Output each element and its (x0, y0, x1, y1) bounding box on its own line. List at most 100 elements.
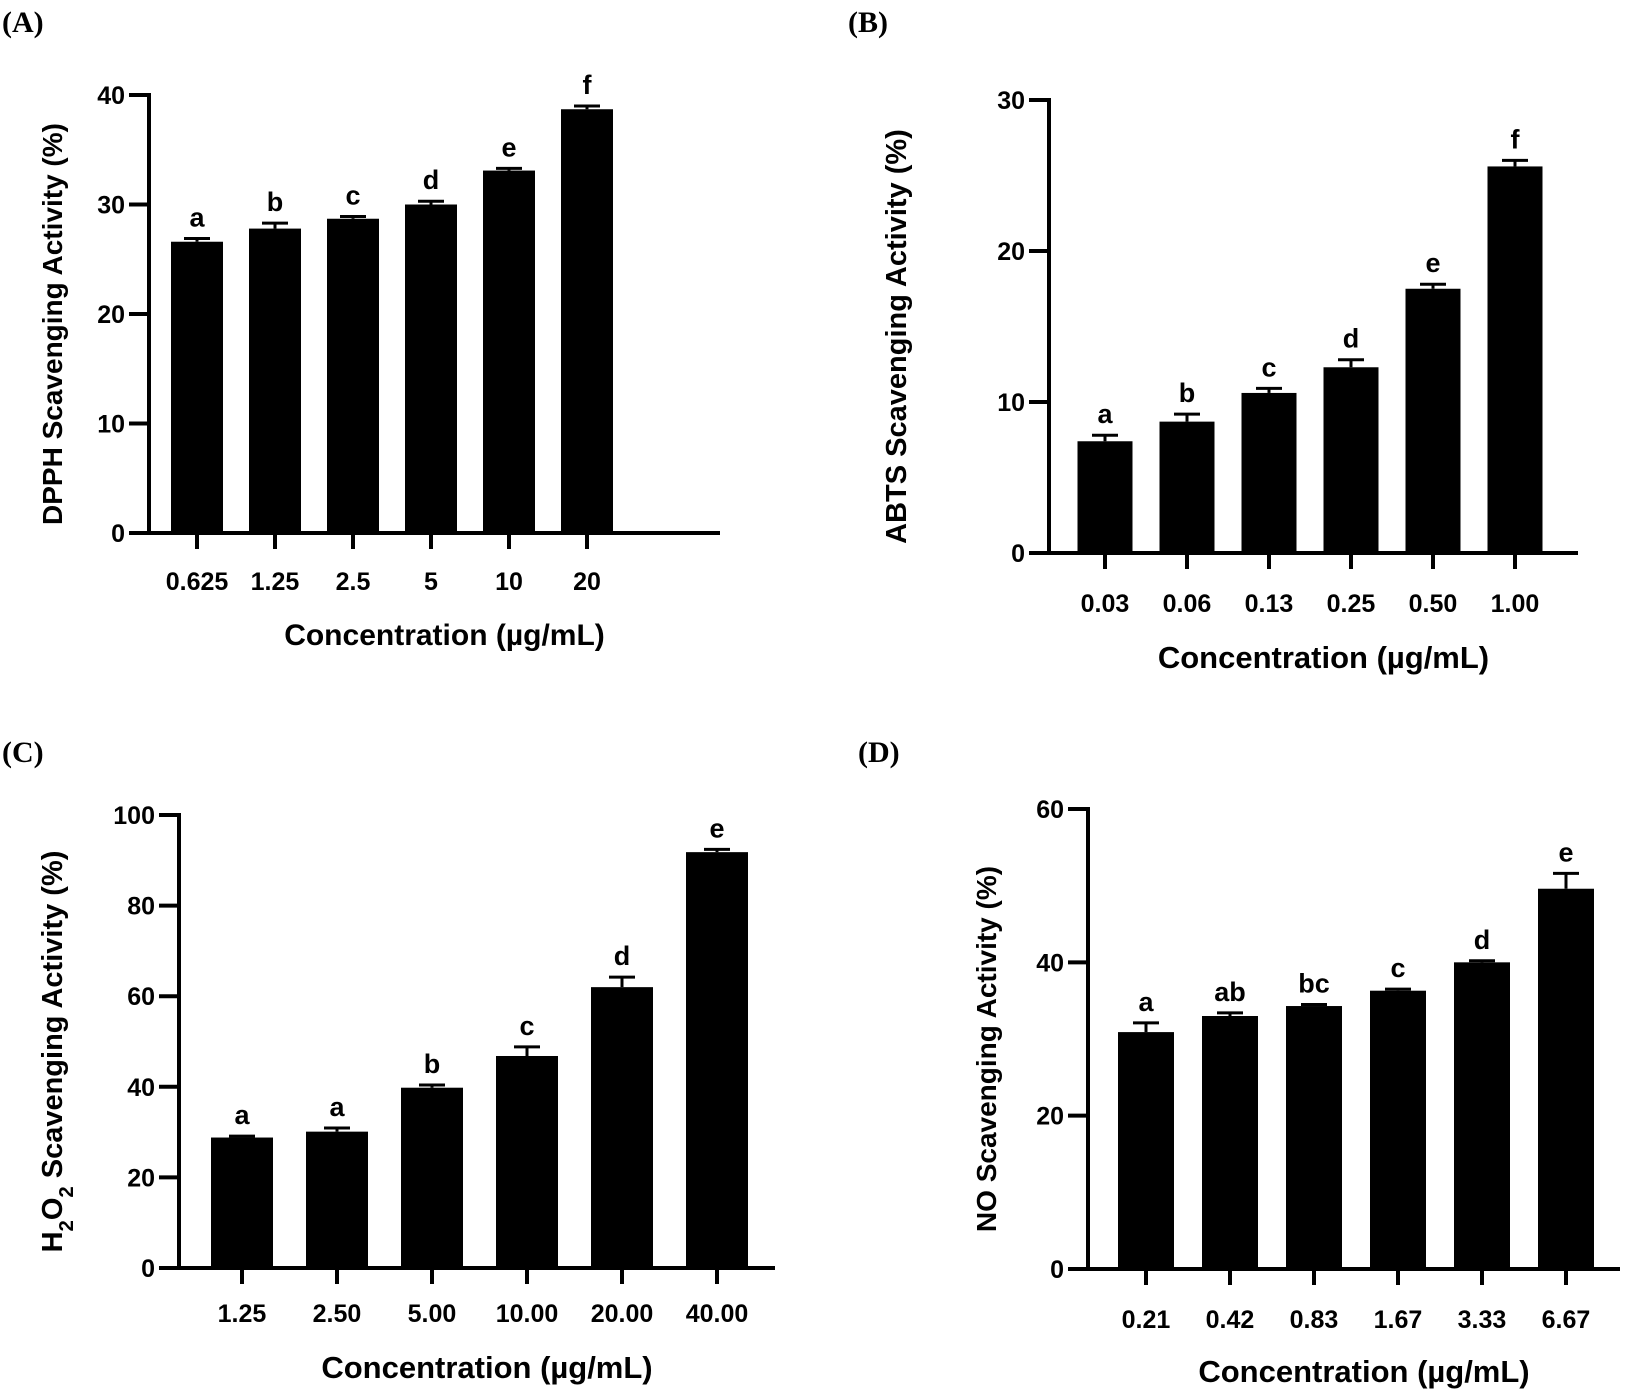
bar (591, 987, 653, 1268)
x-tick-label: 20 (573, 568, 601, 596)
x-tick-label: 10 (495, 568, 523, 596)
bar (1077, 441, 1133, 553)
significance-label: ab (1214, 977, 1246, 1007)
bar (1118, 1032, 1174, 1269)
x-tick-label: 1.25 (218, 1300, 267, 1328)
chart-panel-a: (A) a 0.625 b 1.25 c 2.5 d 5 e 10 f 20 0 10 20 30 40 Conce… (2, 6, 720, 652)
significance-label: c (1261, 352, 1276, 382)
y-tick-label: 20 (1036, 1103, 1064, 1131)
bar (686, 852, 748, 1268)
significance-label: c (1390, 953, 1405, 983)
chart-panel-d: (D) a 0.21 ab 0.42 bc 0.83 c 1.67 d 3.33 e 6.67 0 20 40… (858, 736, 1620, 1389)
bar (1286, 1006, 1342, 1269)
x-tick-label: 0.50 (1409, 590, 1458, 618)
bar (496, 1055, 558, 1268)
bar (483, 170, 535, 533)
x-tick-label: 1.25 (251, 568, 300, 596)
significance-label: f (1511, 124, 1521, 154)
significance-label: a (189, 202, 205, 232)
significance-label: d (423, 165, 440, 195)
bar (401, 1087, 463, 1268)
x-axis-label: Concentration (µg/mL) (284, 619, 605, 652)
y-tick-label: 60 (1036, 796, 1064, 824)
y-tick-label: 0 (1050, 1256, 1064, 1284)
y-axis-label-part: H (37, 1231, 69, 1252)
y-axis-label-part: 2 (56, 1220, 78, 1231)
x-tick-label: 20.00 (591, 1300, 654, 1328)
y-tick-label: 60 (127, 983, 155, 1011)
bar (1454, 962, 1510, 1269)
chart-panel-c: (C) a 1.25 a 2.50 b 5.00 c 10.00 d 20.00 e 40.00 0 20 4… (2, 736, 775, 1385)
significance-label: e (501, 132, 516, 162)
y-axis-label: H2O2 Scavenging Activity (%) (37, 851, 78, 1253)
bar (327, 218, 379, 534)
x-tick-label: 1.00 (1491, 590, 1540, 618)
significance-label: b (267, 187, 284, 217)
x-tick-label: 2.5 (336, 568, 371, 596)
y-tick-label: 0 (141, 1255, 155, 1283)
panel-label: (B) (848, 6, 888, 39)
significance-label: c (519, 1011, 534, 1041)
y-axis-label-part: O (37, 1198, 69, 1221)
bar (1405, 288, 1461, 553)
y-tick-label: 10 (97, 411, 125, 439)
x-tick-label: 5.00 (408, 1300, 457, 1328)
bar (249, 228, 301, 533)
significance-label: e (709, 813, 724, 843)
x-axis-label: Concentration (µg/mL) (1158, 640, 1489, 675)
y-tick-label: 40 (97, 82, 125, 110)
y-tick-label: 30 (997, 87, 1025, 115)
x-axis-label: Concentration (µg/mL) (321, 1350, 652, 1385)
significance-label: a (234, 1100, 250, 1130)
x-tick-label: 0.25 (1327, 590, 1376, 618)
y-tick-label: 80 (127, 893, 155, 921)
significance-label: e (1425, 248, 1440, 278)
y-tick-label: 40 (127, 1074, 155, 1102)
x-tick-label: 3.33 (1458, 1306, 1507, 1334)
significance-label: e (1558, 837, 1573, 867)
x-tick-label: 0.03 (1081, 590, 1130, 618)
panel-label: (C) (2, 736, 44, 769)
significance-label: a (1097, 399, 1113, 429)
y-tick-label: 20 (127, 1164, 155, 1192)
bar (1241, 392, 1297, 553)
y-tick-label: 100 (113, 802, 155, 830)
significance-label: c (345, 181, 360, 211)
bar (1323, 367, 1379, 553)
x-tick-label: 0.06 (1163, 590, 1212, 618)
x-axis-label: Concentration (µg/mL) (1198, 1354, 1529, 1389)
significance-label: d (614, 941, 631, 971)
y-tick-label: 0 (1011, 540, 1025, 568)
x-tick-label: 40.00 (686, 1300, 749, 1328)
bar (211, 1137, 273, 1268)
chart-panel-b: (B) a 0.03 b 0.06 c 0.13 d 0.25 e 0.50 f 1.00 0 10 20 30… (848, 6, 1578, 675)
y-tick-label: 0 (111, 520, 125, 548)
y-axis-label: NO Scavenging Activity (%) (971, 866, 1002, 1232)
significance-label: a (1138, 987, 1154, 1017)
significance-label: d (1474, 925, 1491, 955)
x-tick-label: 0.625 (166, 568, 229, 596)
y-tick-label: 10 (997, 389, 1025, 417)
y-tick-label: 20 (97, 301, 125, 329)
x-tick-label: 10.00 (496, 1300, 559, 1328)
x-tick-label: 0.83 (1290, 1306, 1339, 1334)
bar (1159, 421, 1215, 553)
x-tick-label: 5 (424, 568, 438, 596)
x-tick-label: 0.13 (1245, 590, 1294, 618)
bar (1370, 990, 1426, 1269)
panel-label: (A) (2, 6, 44, 39)
significance-label: b (424, 1049, 441, 1079)
significance-label: f (583, 70, 593, 100)
significance-label: b (1179, 378, 1196, 408)
y-tick-label: 40 (1036, 949, 1064, 977)
y-axis-label-part: 2 (56, 1186, 78, 1197)
bar (1487, 166, 1543, 553)
x-tick-label: 0.42 (1206, 1306, 1255, 1334)
y-axis-label: ABTS Scavenging Activity (%) (881, 129, 913, 544)
y-axis-label: DPPH Scavenging Activity (%) (37, 123, 68, 525)
x-tick-label: 1.67 (1374, 1306, 1423, 1334)
y-tick-label: 30 (97, 192, 125, 220)
bar (1202, 1016, 1258, 1269)
significance-label: bc (1298, 969, 1330, 999)
